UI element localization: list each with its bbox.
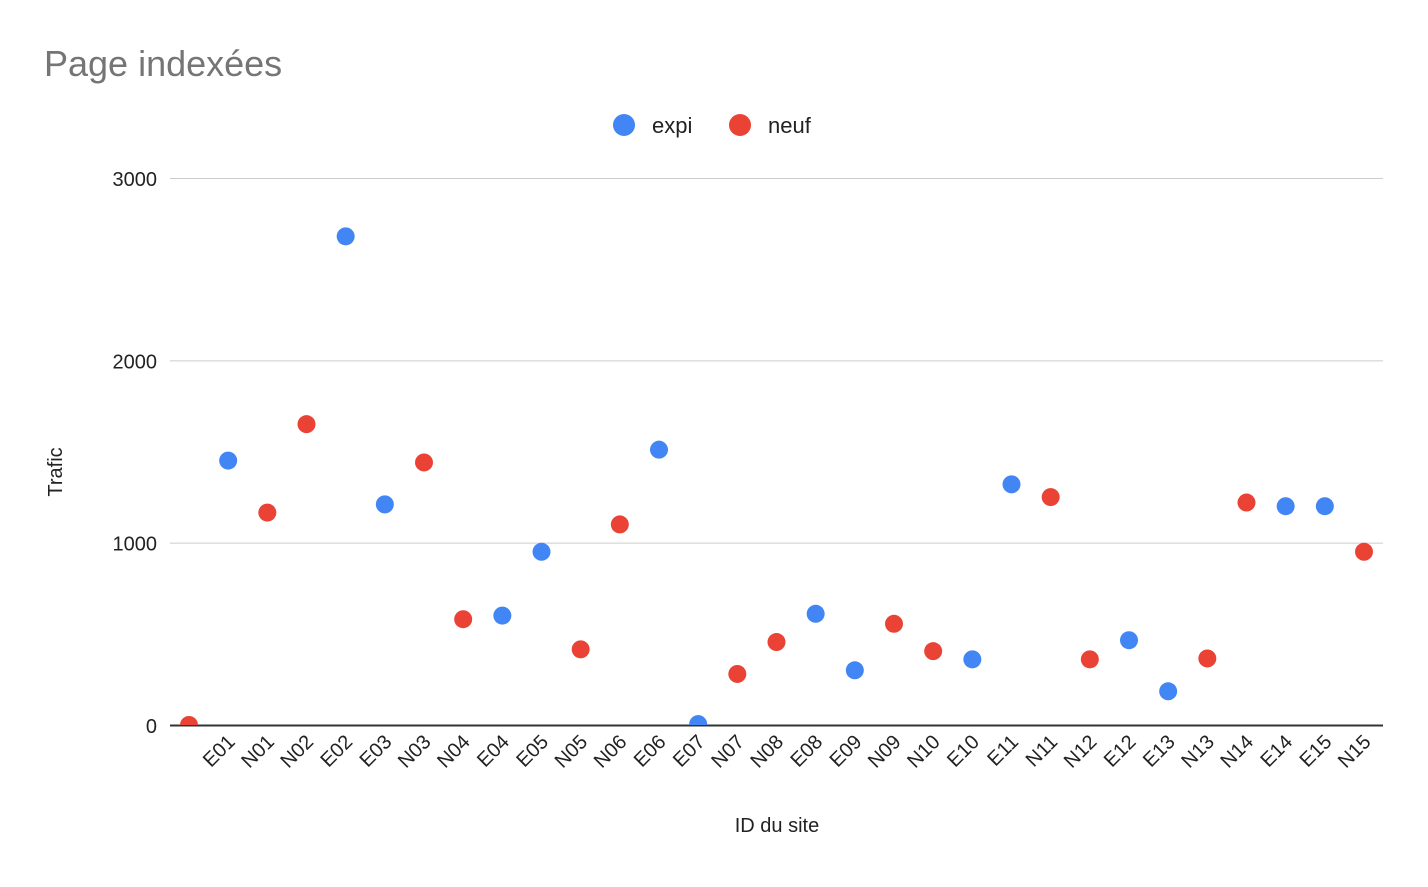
x-tick-label: E08: [786, 731, 827, 772]
x-tick-label: E13: [1139, 731, 1180, 772]
x-tick-label: E10: [943, 731, 984, 772]
legend-marker-neuf: [729, 114, 751, 136]
x-tick-label: N03: [394, 731, 436, 773]
x-tick-label: N14: [1217, 731, 1259, 773]
x-tick-label: N12: [1060, 731, 1102, 773]
data-point-neuf: [415, 453, 433, 472]
x-tick-label: N08: [747, 731, 789, 773]
x-tick-label: N04: [433, 731, 475, 773]
x-tick-label: N11: [1022, 731, 1062, 771]
data-point-expi: [375, 495, 394, 514]
data-point-neuf: [258, 503, 277, 522]
data-point-neuf: [728, 664, 747, 683]
x-tick-label: N09: [864, 731, 906, 773]
data-point-neuf: [1237, 493, 1256, 512]
data-point-expi: [336, 227, 355, 246]
data-point-neuf: [1198, 649, 1217, 668]
data-point-neuf: [297, 415, 316, 434]
data-point-expi: [1276, 497, 1295, 516]
y-axis-label: Trafic: [45, 447, 67, 496]
data-point-expi: [650, 440, 668, 459]
data-point-neuf: [610, 515, 629, 534]
data-point-expi: [963, 650, 982, 669]
data-point-expi: [845, 661, 864, 680]
y-tick-label: 2000: [113, 351, 158, 373]
x-tick-label: N02: [277, 731, 319, 773]
data-point-neuf: [454, 610, 473, 629]
x-tick-label: N06: [590, 731, 632, 773]
x-tick-label: E04: [473, 731, 514, 772]
chart-title: Page indexées: [44, 43, 282, 84]
data-point-neuf: [180, 716, 198, 725]
data-point-expi: [1315, 497, 1334, 516]
x-tick-label: E12: [1100, 731, 1141, 772]
x-tick-label: N10: [903, 731, 945, 773]
x-tick-label: N05: [551, 731, 593, 773]
data-point-neuf: [1080, 650, 1099, 669]
data-point-neuf: [885, 614, 903, 633]
x-tick-label: E01: [199, 731, 240, 772]
x-tick-label: E15: [1296, 731, 1337, 772]
legend-label-neuf: neuf: [768, 113, 812, 138]
x-tick-label: N15: [1334, 731, 1376, 773]
x-tick-label: N07: [707, 731, 749, 773]
data-point-neuf: [1355, 542, 1373, 561]
legend-marker-expi: [613, 114, 635, 136]
x-tick-label: E06: [630, 731, 671, 772]
legend: expi neuf: [613, 113, 812, 138]
data-point-expi: [1002, 475, 1021, 494]
x-tick-label: N13: [1177, 731, 1219, 773]
data-point-expi: [1120, 631, 1138, 650]
data-point-expi: [493, 606, 512, 625]
y-tick-label: 3000: [113, 169, 158, 191]
data-point-expi: [689, 715, 708, 725]
legend-label-expi: expi: [652, 113, 692, 138]
data-point-neuf: [1041, 488, 1060, 507]
x-tick-label: E09: [826, 731, 867, 772]
x-tick-label: E11: [983, 731, 1023, 771]
data-point-expi: [1159, 682, 1178, 701]
x-axis-label: ID du site: [735, 815, 819, 837]
data-point-expi: [806, 604, 825, 623]
x-tick-label: E03: [356, 731, 397, 772]
x-tick-label: E07: [669, 731, 710, 772]
x-tick-label: E14: [1256, 731, 1297, 772]
y-tick-label: 1000: [113, 534, 158, 556]
y-tick-label: 0: [146, 716, 157, 738]
data-point-expi: [532, 542, 551, 561]
x-tick-label: N01: [237, 731, 279, 773]
data-point-expi: [219, 451, 238, 470]
data-point-neuf: [767, 633, 786, 652]
x-tick-label: E02: [316, 731, 357, 772]
data-point-neuf: [571, 640, 590, 659]
data-point-neuf: [924, 642, 943, 661]
x-tick-label: E05: [512, 731, 553, 772]
